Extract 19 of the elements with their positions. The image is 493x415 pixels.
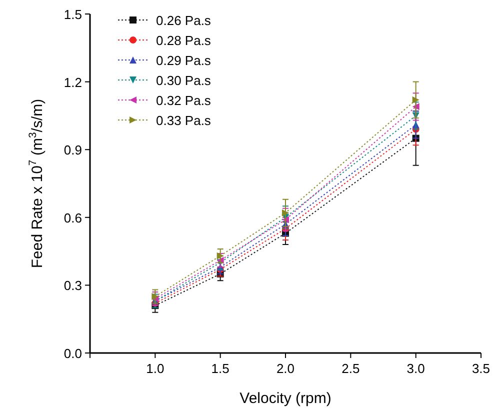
y-tick-label: 0.9 (64, 142, 82, 158)
legend-label: 0.29 Pa.s (156, 53, 212, 68)
x-tick-label: 2.0 (276, 361, 295, 376)
y-tick-label: 0.3 (64, 278, 82, 294)
legend-label: 0.26 Pa.s (156, 13, 212, 28)
x-tick-label: 3.5 (472, 361, 490, 376)
y-tick-label: 0.6 (64, 210, 82, 226)
y-tick-label: 1.2 (64, 74, 82, 90)
y-tick-label: 0.0 (64, 346, 82, 361)
legend-label: 0.33 Pa.s (156, 113, 212, 128)
x-tick-label: 2.5 (342, 361, 360, 376)
legend-label: 0.28 Pa.s (156, 33, 212, 48)
y-tick-label: 1.5 (64, 7, 82, 22)
x-tick-label: 3.0 (406, 361, 425, 376)
x-tick-label: 1.0 (146, 361, 164, 376)
legend-label: 0.32 Pa.s (156, 93, 212, 108)
x-tick-label: 1.5 (211, 361, 230, 376)
legend-label: 0.30 Pa.s (156, 73, 212, 88)
x-axis-title: Velocity (rpm) (240, 390, 332, 407)
